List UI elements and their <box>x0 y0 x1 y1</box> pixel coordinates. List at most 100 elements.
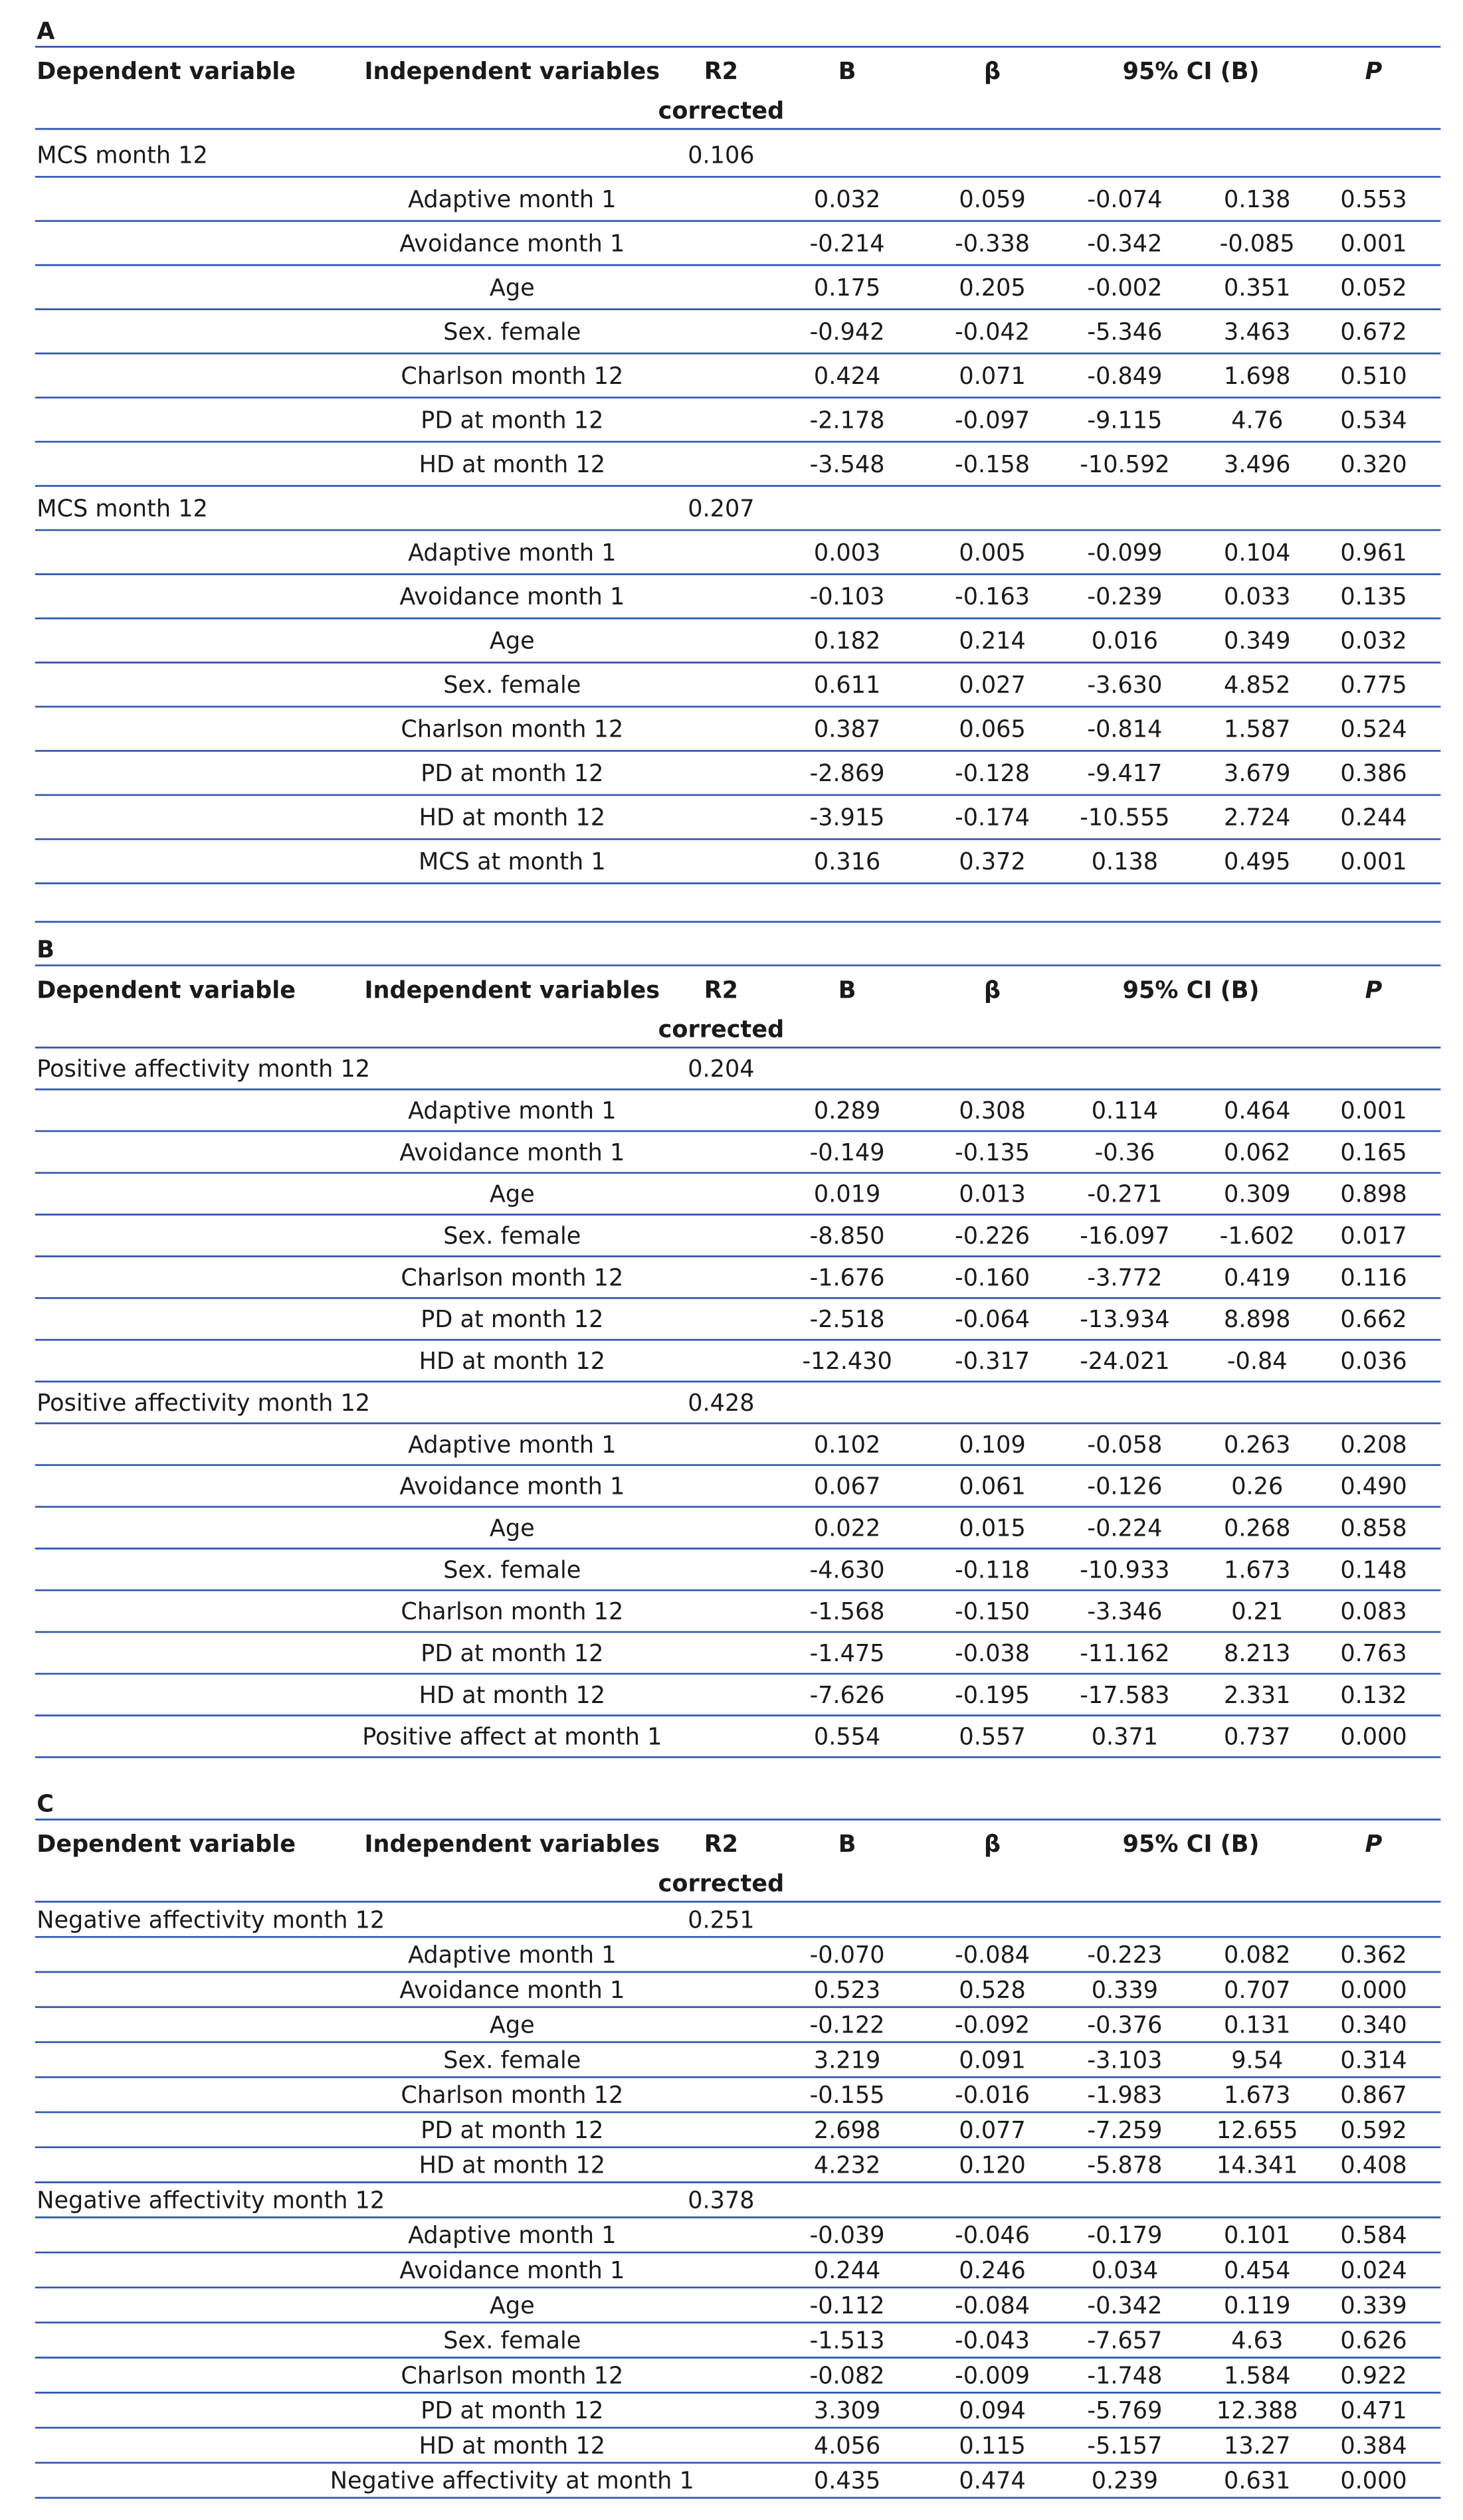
independent-variable: MCS at month 1 <box>419 848 606 875</box>
table-cell: -0.043 <box>955 2327 1030 2354</box>
header-cell: Independent variables <box>364 1831 660 1858</box>
table-cell: -5.157 <box>1087 2432 1162 2460</box>
independent-variable: HD at month 12 <box>419 2152 605 2179</box>
table-cell: -0.163 <box>955 583 1030 610</box>
table-cell: 0.077 <box>959 2117 1025 2144</box>
header-cell: Dependent variable <box>37 976 296 1004</box>
independent-variable: Adaptive month 1 <box>408 1097 616 1125</box>
header-cell: B <box>838 976 856 1004</box>
table-cell: 0.631 <box>1224 2468 1290 2495</box>
table-cell: -9.417 <box>1087 760 1162 787</box>
table-cell: -0.224 <box>1087 1514 1162 1542</box>
panel-label: A <box>37 17 55 45</box>
table-cell: 0.528 <box>959 1977 1025 2004</box>
independent-variable: Charlson month 12 <box>401 716 623 743</box>
table-cell: 1.673 <box>1224 1556 1290 1583</box>
table-cell: -0.122 <box>810 2011 885 2038</box>
table-cell: 0.308 <box>959 1097 1025 1125</box>
table-cell: 3.463 <box>1224 318 1290 345</box>
table-cell: 0.214 <box>959 628 1025 655</box>
table-cell: -16.097 <box>1080 1222 1169 1249</box>
table-cell: -1.676 <box>810 1264 885 1291</box>
independent-variable: Sex. female <box>443 1222 581 1249</box>
table-cell: -7.259 <box>1087 2117 1162 2144</box>
table-cell: 0.408 <box>1340 2152 1407 2179</box>
table-cell: -2.869 <box>810 760 885 787</box>
header-cell: P <box>1365 58 1383 85</box>
independent-variable: HD at month 12 <box>419 2432 605 2460</box>
table-cell: -0.126 <box>1087 1473 1162 1500</box>
table-cell: 0.340 <box>1340 2011 1407 2038</box>
table-cell: 0.119 <box>1224 2292 1290 2319</box>
table-cell: 2.331 <box>1224 1682 1290 1709</box>
table-cell: 0.024 <box>1340 2257 1407 2284</box>
table-cell: 0.922 <box>1340 2362 1407 2389</box>
table-cell: 0.027 <box>959 672 1025 699</box>
table-cell: 0.019 <box>814 1181 880 1208</box>
table-cell: 0.062 <box>1224 1139 1290 1166</box>
table-cell: -0.038 <box>955 1640 1030 1667</box>
header-cell: Independent variables <box>364 58 660 85</box>
table-cell: -1.568 <box>810 1598 885 1625</box>
table-cell: 0.138 <box>1092 848 1158 875</box>
table-cell: 1.584 <box>1224 2362 1290 2389</box>
table-cell: 0.898 <box>1340 1181 1407 1208</box>
table-cell: 0.138 <box>1224 186 1290 213</box>
table-cell: 0.003 <box>814 539 880 567</box>
table-cell: 0.032 <box>814 186 880 213</box>
independent-variable: Avoidance month 1 <box>399 230 625 257</box>
table-cell: -0.814 <box>1087 716 1162 743</box>
table-cell: 0.017 <box>1340 1222 1407 1249</box>
table-cell: 0.000 <box>1340 1977 1407 2004</box>
independent-variable: Sex. female <box>443 2327 581 2354</box>
independent-variable: Sex. female <box>443 2046 581 2074</box>
table-cell: -0.009 <box>955 2362 1030 2389</box>
independent-variable: PD at month 12 <box>421 406 603 434</box>
table-cell: -3.346 <box>1087 1598 1162 1625</box>
table-cell: 1.698 <box>1224 363 1290 390</box>
independent-variable: Charlson month 12 <box>401 1598 623 1625</box>
table-cell: 0.001 <box>1340 848 1407 875</box>
table-cell: -0.085 <box>1220 230 1295 257</box>
table-cell: -0.084 <box>955 2292 1030 2319</box>
table-cell: -0.317 <box>955 1348 1030 1375</box>
table-cell: 0.208 <box>1340 1431 1407 1459</box>
table-cell: -0.342 <box>1087 2292 1162 2319</box>
table-cell: 0.384 <box>1340 2432 1407 2460</box>
table-cell: 0.464 <box>1224 1097 1290 1125</box>
table-cell: 0.165 <box>1340 1139 1407 1166</box>
table-cell: -0.223 <box>1087 1941 1162 1969</box>
table-cell: 0.013 <box>959 1181 1025 1208</box>
table-cell: -5.769 <box>1087 2397 1162 2424</box>
table-cell: 0.320 <box>1340 451 1407 478</box>
table-cell: 0.001 <box>1340 1097 1407 1125</box>
table-cell: 1.587 <box>1224 716 1290 743</box>
table-cell: -0.271 <box>1087 1181 1162 1208</box>
table-cell: -0.070 <box>810 1941 885 1969</box>
r2-value: 0.251 <box>688 1906 754 1934</box>
table-cell: 0.961 <box>1340 539 1407 567</box>
table-cell: 0.071 <box>959 363 1025 390</box>
table-cell: 2.698 <box>814 2117 880 2144</box>
table-cell: -24.021 <box>1080 1348 1169 1375</box>
table-cell: -1.602 <box>1220 1222 1295 1249</box>
dependent-variable: Positive affectivity month 12 <box>37 1390 370 1417</box>
table-cell: 0.033 <box>1224 583 1290 610</box>
table-cell: -3.103 <box>1087 2046 1162 2074</box>
table-cell: 13.27 <box>1224 2432 1290 2460</box>
independent-variable: Avoidance month 1 <box>399 1139 625 1166</box>
table-cell: 0.775 <box>1340 672 1407 699</box>
table-cell: 2.724 <box>1224 804 1290 831</box>
table-cell: 0.022 <box>814 1514 880 1542</box>
table-cell: 0.091 <box>959 2046 1025 2074</box>
table-cell: -2.178 <box>810 406 885 434</box>
table-cell: 0.316 <box>814 848 880 875</box>
table-cell: 0.131 <box>1224 2011 1290 2038</box>
table-cell: -7.657 <box>1087 2327 1162 2354</box>
table-cell: -0.074 <box>1087 186 1162 213</box>
r2-value: 0.378 <box>688 2187 754 2214</box>
table-cell: 0.371 <box>1092 1723 1158 1750</box>
table-cell: 0.094 <box>959 2397 1025 2424</box>
table-cell: 0.553 <box>1340 186 1407 213</box>
